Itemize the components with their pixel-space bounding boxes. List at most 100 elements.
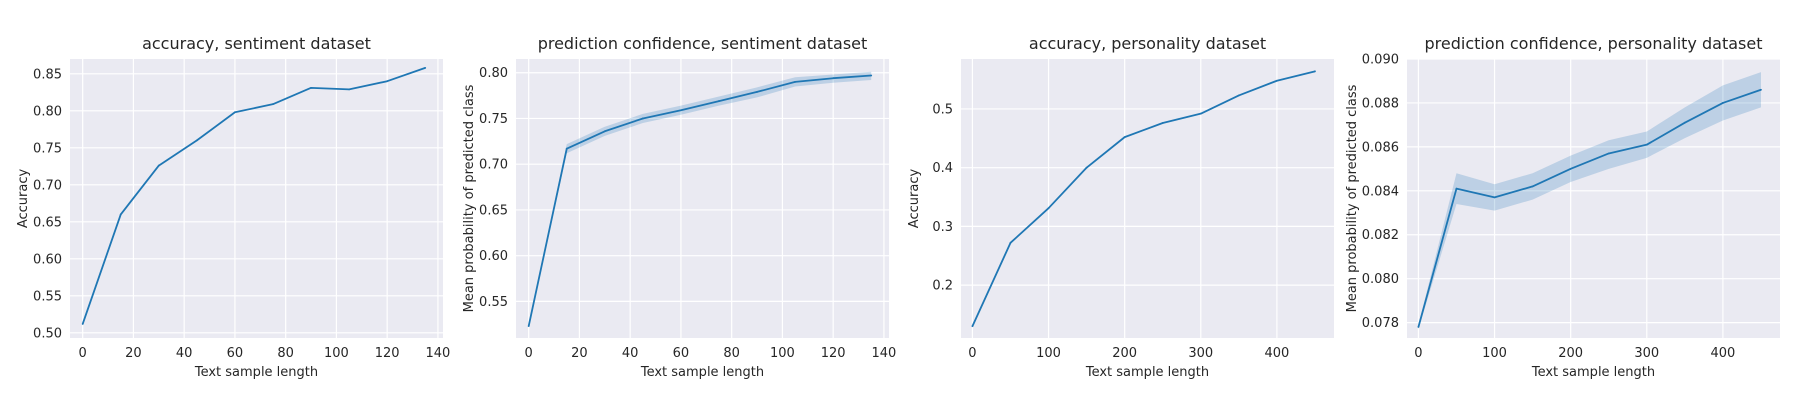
data-point [1455,187,1458,190]
x-axis-label: Text sample length [1085,365,1209,380]
y-tick-label: 0.2 [932,279,953,294]
data-point [424,66,427,69]
panel-4: 0 100 200 300 400 0.078 0.080 0.082 0.084 0.086 0.… [1345,34,1780,380]
x-tick-label: 100 [1036,346,1061,361]
data-point [1123,136,1126,139]
y-tick-label: 0.50 [33,326,62,341]
data-point [756,91,758,93]
data-point [832,77,835,80]
data-point [1199,112,1202,115]
data-point [794,80,797,83]
y-tick-label: 0.078 [1362,316,1399,331]
x-tick-label: 400 [1710,346,1735,361]
plot-area [961,59,1334,338]
x-tick-label: 200 [1112,346,1137,361]
y-tick-label: 0.084 [1362,184,1399,199]
y-tick-label: 0.65 [479,203,508,218]
data-point [1607,152,1610,155]
x-tick-label: 140 [426,346,451,361]
chart-title: accuracy, personality dataset [1029,34,1266,53]
data-point [348,88,351,91]
data-point [195,139,198,142]
y-tick-label: 0.55 [479,295,508,310]
y-axis-label: Mean probability of predicted class [462,84,477,312]
x-axis-label: Text sample length [1531,365,1655,380]
confidence-band [1418,72,1761,330]
y-tick-label: 0.75 [479,112,508,127]
series-line [81,67,426,325]
data-point [603,130,606,133]
x-tick-label: 120 [821,346,846,361]
x-tick-label: 0 [968,346,976,361]
data-point [386,80,389,83]
data-point [157,164,160,167]
y-tick-label: 0.3 [932,220,953,235]
data-point [641,117,644,120]
x-tick-label: 20 [125,346,142,361]
data-point [1161,122,1164,124]
x-tick-label: 300 [1188,346,1213,361]
y-tick-label: 0.60 [479,249,508,264]
x-tick-label: 300 [1634,346,1659,361]
y-tick-label: 0.60 [33,252,62,267]
y-tick-label: 0.5 [932,102,953,117]
data-point [527,325,530,328]
series-line [527,74,872,327]
data-point [1569,167,1572,170]
data-point [81,323,84,325]
x-tick-label: 80 [277,346,294,361]
x-tick-label: 400 [1264,346,1289,361]
x-tick-label: 20 [571,346,588,361]
data-point [1683,121,1686,124]
x-tick-label: 0 [525,346,533,361]
data-point [1531,185,1534,188]
x-tick-label: 60 [227,346,244,361]
x-tick-label: 40 [622,346,639,361]
data-point [1276,79,1278,82]
y-tick-label: 0.80 [479,66,508,81]
data-point [1417,326,1420,328]
y-tick-label: 0.80 [33,104,62,119]
y-tick-label: 0.75 [33,141,62,156]
y-tick-label: 0.70 [33,178,62,193]
data-point [119,213,122,216]
x-tick-label: 80 [723,346,740,361]
x-tick-label: 200 [1558,346,1583,361]
x-axis-label: Text sample length [194,365,318,380]
data-point [565,147,568,150]
data-point [1009,241,1012,244]
data-point [1237,94,1240,97]
y-tick-label: 0.080 [1362,272,1399,287]
y-axis-label: Accuracy [16,169,31,229]
chart-title: prediction confidence, sentiment dataset [538,34,868,53]
y-tick-label: 0.086 [1362,140,1399,155]
data-point [1047,207,1050,210]
x-tick-label: 60 [673,346,690,361]
data-point [310,86,312,89]
x-tick-label: 120 [375,346,400,361]
panel-1: 0 20 40 60 80 100 120 140 0.50 0.55 0.60 0.65 0.70 0.… [16,34,450,380]
series-line [971,70,1316,327]
data-point [234,111,236,114]
x-tick-label: 140 [872,346,897,361]
data-point [718,100,720,102]
series-line [1417,88,1762,328]
data-point [1314,70,1316,73]
data-point [870,74,873,77]
y-tick-label: 0.55 [33,289,62,304]
x-axis-label: Text sample length [640,365,764,380]
panel-3: 0 100 200 300 400 0.2 0.3 0.4 0.5 accuracy, perso… [907,34,1334,380]
x-tick-label: 40 [176,346,193,361]
data-point [1645,143,1648,146]
x-tick-label: 100 [770,346,795,361]
chart-title: accuracy, sentiment dataset [142,34,371,53]
data-point [680,109,682,112]
x-tick-label: 0 [1414,346,1422,361]
y-tick-label: 0.4 [932,161,953,176]
y-axis-label: Accuracy [907,169,922,229]
data-point [971,325,974,328]
data-point [272,103,274,106]
y-tick-label: 0.082 [1362,228,1399,243]
x-tick-label: 0 [79,346,87,361]
